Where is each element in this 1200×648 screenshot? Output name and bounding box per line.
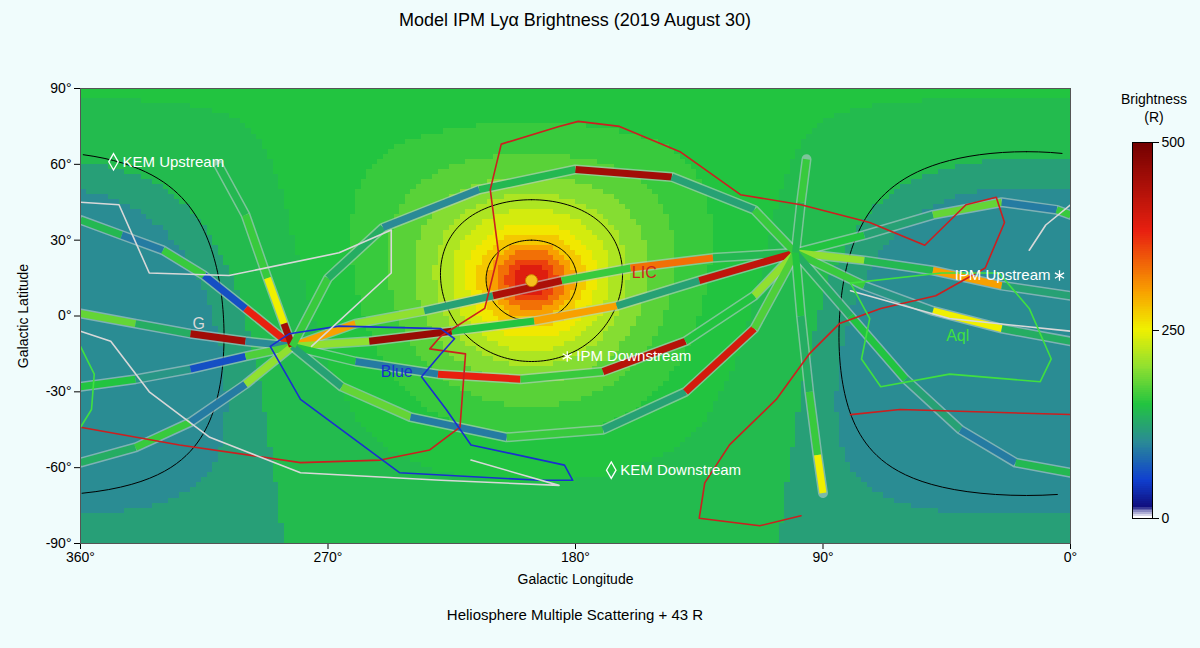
svg-text:-30°: -30° [46,383,72,399]
svg-text:90°: 90° [812,549,833,565]
svg-text:250: 250 [1162,322,1186,338]
html-text:Heliosphere Multiple Scatterin: Heliosphere Multiple Scattering + 43 R [446,606,704,623]
svg-text:180°: 180° [561,549,590,565]
html-text:(R): (R) [1144,109,1164,125]
svg-text:90°: 90° [50,80,71,96]
html-text:Model IPM Lyα Brightness (2019: Model IPM Lyα Brightness (2019 August 30… [399,10,751,30]
svg-text:360°: 360° [66,549,95,565]
svg-text:LIC: LIC [632,264,657,281]
svg-text:30°: 30° [50,232,71,248]
svg-text:IPM Upstream: IPM Upstream [955,266,1051,283]
svg-text:-60°: -60° [46,459,72,475]
svg-text:Blue: Blue [381,363,413,380]
svg-text:KEM Downstream: KEM Downstream [620,461,741,478]
svg-text:Galactic Longitude: Galactic Longitude [518,571,634,587]
svg-text:0: 0 [1162,510,1170,526]
svg-text:IPM Downstream: IPM Downstream [576,347,691,364]
svg-text:60°: 60° [50,156,71,172]
svg-text:KEM Upstream: KEM Upstream [123,153,225,170]
svg-text:-90°: -90° [45,535,72,551]
svg-text:Galactic Latitude: Galactic Latitude [15,264,31,368]
svg-text:Aql: Aql [946,327,969,344]
svg-text:0°: 0° [58,307,71,323]
html-text:Brightness: Brightness [1120,91,1188,107]
svg-text:500: 500 [1162,134,1186,150]
svg-text:G: G [193,315,205,332]
svg-text:270°: 270° [314,549,343,565]
svg-text:0°: 0° [1064,549,1077,565]
